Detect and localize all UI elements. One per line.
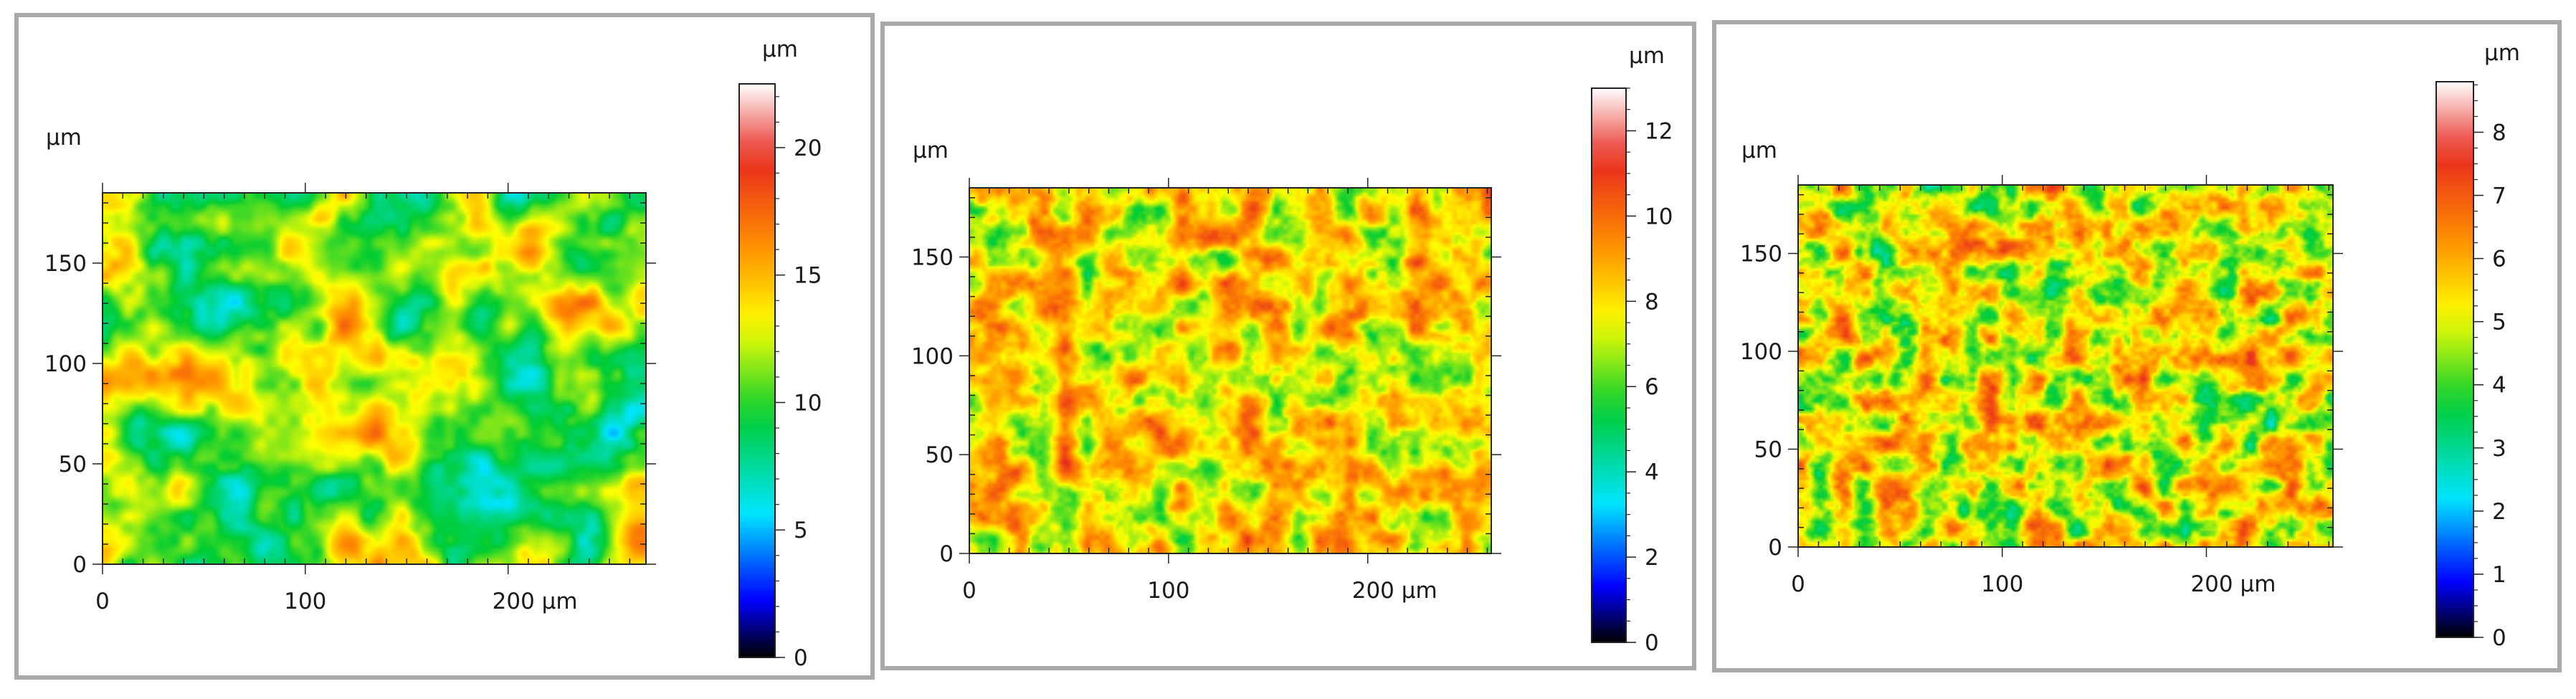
colorbar-tick-label: 8 xyxy=(2492,120,2506,146)
colorbar-tick-label: 6 xyxy=(1645,374,1659,400)
colorbar-gradient xyxy=(1591,87,1627,643)
heightmap-panel-1: 0 100 200 µm 0 50 100 150 µm 0 5 10 15 20 µm xyxy=(14,13,875,680)
y-tick-label: 100 xyxy=(44,351,87,377)
y-tick-label: 100 xyxy=(911,343,954,369)
colorbar: 0 2 4 6 8 10 12 xyxy=(1591,87,1673,656)
colorbar-tick-label: 7 xyxy=(2492,184,2506,209)
colorbar-unit: µm xyxy=(762,37,798,62)
height-map-image xyxy=(969,188,1491,553)
y-tick-label: 0 xyxy=(939,541,954,567)
x-tick-label: 200 µm xyxy=(2190,571,2276,597)
colorbar-tick-label: 20 xyxy=(794,135,822,161)
colorbar-tick-label: 2 xyxy=(2492,499,2506,525)
colorbar-gradient xyxy=(738,83,776,658)
height-map-image xyxy=(1798,185,2333,547)
y-tick-label: 150 xyxy=(911,244,954,270)
colorbar-tick-label: 2 xyxy=(1645,545,1659,571)
colorbar-tick-label: 3 xyxy=(2492,436,2506,462)
x-tick-label: 0 xyxy=(962,578,976,604)
x-tick-label: 100 xyxy=(1147,578,1189,604)
y-tick-label: 0 xyxy=(1768,535,1782,561)
plot-frame xyxy=(102,192,647,565)
colorbar-tick-label: 10 xyxy=(794,390,822,416)
colorbar-tick-label: 5 xyxy=(2492,310,2506,336)
colorbar-unit: µm xyxy=(1629,43,1665,69)
colorbar-tick-label: 6 xyxy=(2492,247,2506,272)
y-tick-label: 50 xyxy=(59,452,87,477)
y-tick-label: 100 xyxy=(1740,339,1782,365)
heightmap-panel-2: 0 100 200 µm 0 50 100 150 µm 0 2 4 6 8 10 12 µm xyxy=(880,22,1696,670)
plot-axes xyxy=(92,183,656,574)
colorbar: 0 1 2 3 4 5 6 7 8 xyxy=(2435,81,2506,651)
colorbar-gradient xyxy=(2435,81,2474,638)
x-tick-label: 100 xyxy=(284,589,326,614)
y-tick-label: 150 xyxy=(1740,242,1782,267)
colorbar-tick-label: 15 xyxy=(794,263,822,289)
x-tick-label: 0 xyxy=(1791,571,1805,597)
colorbar-tick-label: 12 xyxy=(1645,118,1673,144)
colorbar-tick-label: 10 xyxy=(1645,204,1673,229)
heightmap-chart-2: 0 100 200 µm 0 50 100 150 µm 0 2 4 6 8 10 12 µm xyxy=(911,43,1673,656)
colorbar-tick-label: 0 xyxy=(2492,625,2506,651)
y-axis-unit: µm xyxy=(46,125,82,151)
plot-frame xyxy=(969,187,1492,554)
y-tick-label: 50 xyxy=(1754,437,1782,463)
plot-axes xyxy=(1788,175,2343,557)
colorbar-tick-label: 1 xyxy=(2492,562,2506,588)
x-tick-label: 100 xyxy=(1981,571,2023,597)
colorbar-tick-label: 4 xyxy=(2492,373,2506,399)
x-tick-label: 200 µm xyxy=(493,589,578,614)
x-tick-label: 0 xyxy=(95,589,110,614)
colorbar-tick-label: 0 xyxy=(1645,630,1659,656)
colorbar-tick-label: 0 xyxy=(794,645,808,671)
colorbar-tick-label: 4 xyxy=(1645,460,1659,485)
plot-axes xyxy=(959,178,1501,564)
y-axis-unit: µm xyxy=(913,138,949,163)
colorbar-tick-label: 8 xyxy=(1645,289,1659,315)
plot-frame xyxy=(1797,184,2334,548)
heightmap-chart-1: 0 100 200 µm 0 50 100 150 µm 0 5 10 15 20 µm xyxy=(44,37,822,671)
colorbar-unit: µm xyxy=(2484,40,2520,66)
x-tick-label: 200 µm xyxy=(1352,578,1437,604)
heightmap-chart-3: 0 100 200 µm 0 50 100 150 µm 0 1 2 3 4 5 6 7 8 µm xyxy=(1740,40,2520,651)
colorbar: 0 5 10 15 20 xyxy=(738,83,822,671)
height-map-image xyxy=(103,193,646,564)
colorbar-tick-label: 5 xyxy=(794,518,808,543)
y-tick-label: 0 xyxy=(72,552,87,578)
y-tick-label: 150 xyxy=(44,251,87,277)
heightmap-panel-3: 0 100 200 µm 0 50 100 150 µm 0 1 2 3 4 5 6 7 8 µm xyxy=(1712,20,2562,672)
y-axis-unit: µm xyxy=(1741,138,1777,163)
y-tick-label: 50 xyxy=(926,442,954,468)
